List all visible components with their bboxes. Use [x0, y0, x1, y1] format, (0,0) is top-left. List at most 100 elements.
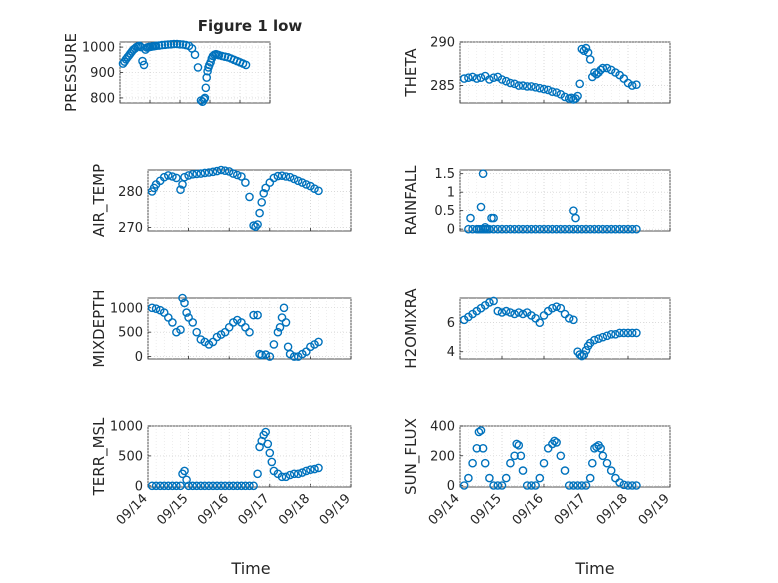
- x-tick-label: 09/19: [636, 491, 673, 528]
- data-point: [301, 466, 311, 476]
- data-point: [459, 74, 469, 83]
- data-point: [241, 60, 251, 70]
- data-point: [281, 472, 291, 482]
- data-point: [539, 458, 549, 468]
- data-point: [602, 63, 612, 73]
- data-point: [255, 208, 264, 218]
- data-point: [265, 352, 275, 361]
- data-point: [531, 83, 540, 92]
- data-point: [192, 481, 201, 491]
- data-point: [632, 80, 641, 89]
- x-tick-label: 09/14: [426, 491, 463, 528]
- data-point: [249, 310, 258, 320]
- data-point: [535, 224, 545, 234]
- data-point: [514, 224, 524, 234]
- x-tick-label: 09/15: [154, 491, 191, 528]
- y-tick-label: 0.5: [434, 204, 455, 219]
- data-point: [249, 481, 258, 491]
- data-point: [560, 92, 570, 102]
- data-point: [548, 87, 557, 96]
- y-tick-label: 270: [118, 221, 143, 236]
- data-point: [168, 172, 177, 181]
- data-point: [182, 308, 191, 317]
- data-point: [556, 303, 566, 313]
- data-point: [581, 345, 591, 355]
- x-tick-label: 09/18: [276, 491, 313, 528]
- data-point: [253, 310, 262, 320]
- data-point: [594, 334, 603, 344]
- data-point: [588, 458, 597, 468]
- x-axis-label-left: Time: [230, 559, 270, 578]
- data-point: [175, 40, 185, 49]
- data-point: [261, 183, 271, 193]
- data-point: [552, 88, 561, 97]
- data-point: [606, 466, 616, 475]
- data-point: [577, 481, 587, 490]
- data-point: [571, 213, 580, 223]
- data-point: [522, 82, 532, 91]
- data-point: [527, 481, 536, 490]
- data-point: [573, 481, 582, 490]
- data-point: [480, 222, 490, 232]
- x-tick-label: 09/17: [552, 491, 589, 528]
- data-point: [606, 65, 616, 75]
- x-tick-label: 09/17: [236, 491, 273, 528]
- y-tick-label: 0: [135, 350, 143, 365]
- y-tick-label: 0: [447, 479, 455, 494]
- data-point: [552, 302, 561, 312]
- y-tick-label: 1000: [110, 420, 143, 435]
- data-point: [196, 169, 206, 178]
- data-point: [257, 350, 267, 360]
- data-point: [623, 78, 633, 88]
- data-point: [176, 325, 185, 335]
- data-point: [200, 481, 210, 491]
- data-point: [585, 224, 595, 234]
- data-point: [159, 481, 169, 491]
- y-tick-label: 400: [430, 420, 455, 435]
- data-point: [160, 40, 170, 50]
- data-point: [212, 166, 222, 176]
- data-point: [151, 41, 161, 51]
- data-point: [615, 478, 624, 487]
- data-point: [506, 458, 515, 468]
- data-point: [573, 224, 582, 234]
- data-point: [575, 79, 585, 89]
- data-point: [297, 178, 307, 187]
- data-point: [472, 443, 482, 453]
- data-point: [493, 306, 503, 316]
- data-point: [184, 313, 193, 322]
- data-point: [497, 481, 507, 490]
- data-point: [277, 171, 287, 180]
- data-point: [472, 74, 482, 83]
- data-point: [535, 318, 545, 328]
- data-point: [501, 76, 511, 86]
- data-point: [228, 481, 238, 491]
- data-point: [301, 347, 311, 357]
- data-point: [184, 481, 193, 491]
- data-point: [501, 306, 511, 316]
- data-point: [180, 172, 189, 182]
- data-point: [590, 224, 599, 234]
- data-point: [510, 309, 519, 319]
- data-point: [632, 481, 641, 490]
- data-point: [474, 427, 484, 437]
- data-point: [169, 39, 179, 49]
- data-point: [506, 78, 515, 88]
- x-tick-label: 09/14: [114, 491, 151, 528]
- data-point: [285, 470, 295, 480]
- data-point: [163, 481, 173, 491]
- data-point: [579, 46, 589, 56]
- data-point: [598, 224, 608, 234]
- data-point: [632, 224, 641, 234]
- subplot-sun-flux: 0 200 400 SUN_FLUX 09/14 09/15 09/16 09/17 09/18…: [402, 418, 673, 528]
- y-tick-label: 500: [118, 326, 143, 341]
- data-point: [518, 81, 528, 90]
- data-point: [204, 168, 214, 177]
- data-point: [598, 332, 608, 342]
- data-point: [168, 481, 177, 491]
- data-point: [147, 303, 157, 313]
- data-point: [493, 481, 503, 490]
